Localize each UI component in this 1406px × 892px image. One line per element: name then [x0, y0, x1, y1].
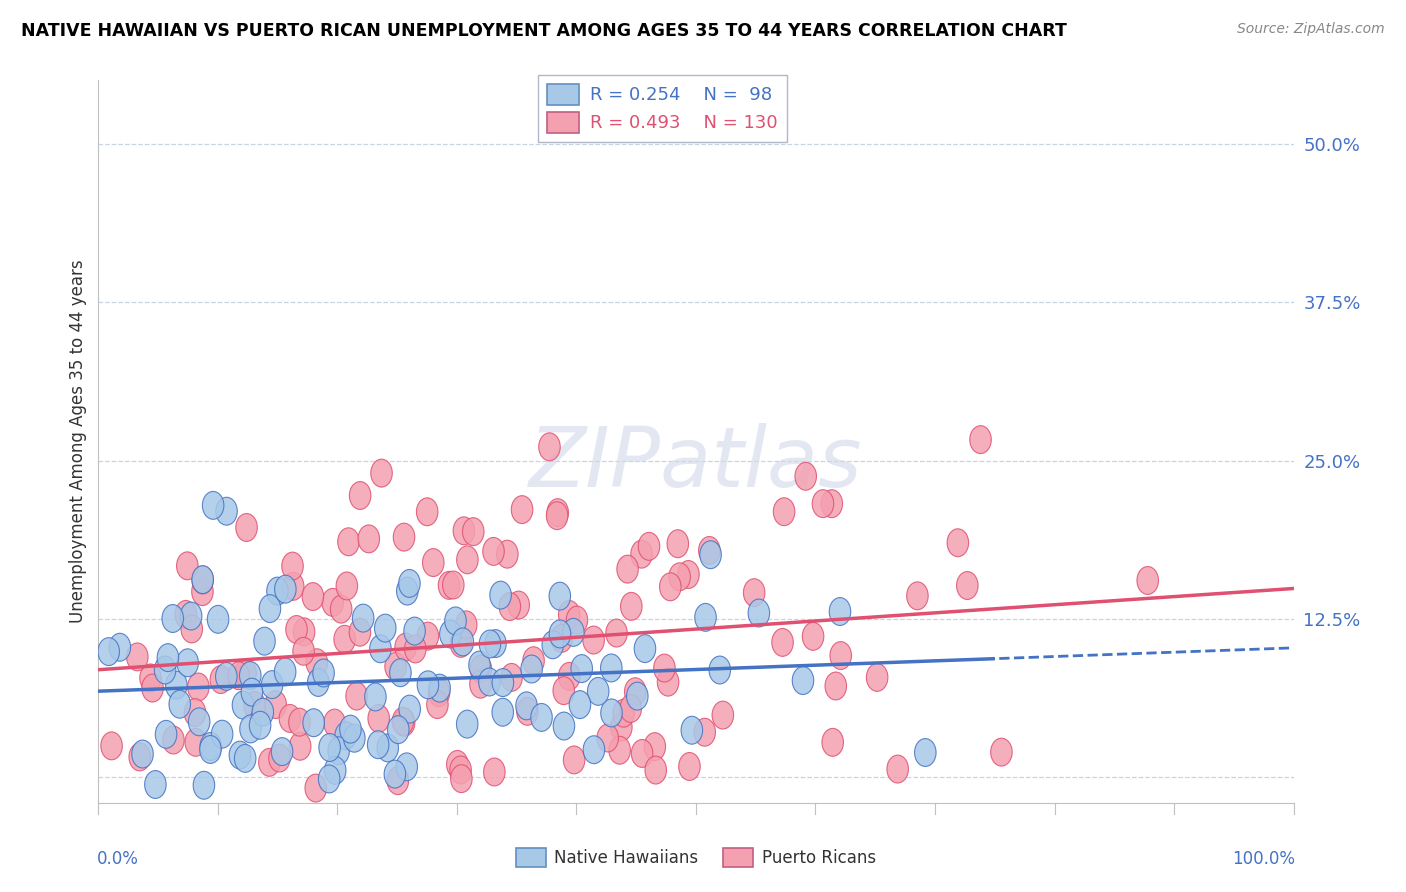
Text: ZIPatlas: ZIPatlas: [529, 423, 863, 504]
Text: Source: ZipAtlas.com: Source: ZipAtlas.com: [1237, 22, 1385, 37]
Y-axis label: Unemployment Among Ages 35 to 44 years: Unemployment Among Ages 35 to 44 years: [69, 260, 87, 624]
Text: 0.0%: 0.0%: [97, 850, 139, 868]
Legend: Native Hawaiians, Puerto Ricans: Native Hawaiians, Puerto Ricans: [509, 841, 883, 874]
Text: NATIVE HAWAIIAN VS PUERTO RICAN UNEMPLOYMENT AMONG AGES 35 TO 44 YEARS CORRELATI: NATIVE HAWAIIAN VS PUERTO RICAN UNEMPLOY…: [21, 22, 1067, 40]
Text: 100.0%: 100.0%: [1232, 850, 1295, 868]
